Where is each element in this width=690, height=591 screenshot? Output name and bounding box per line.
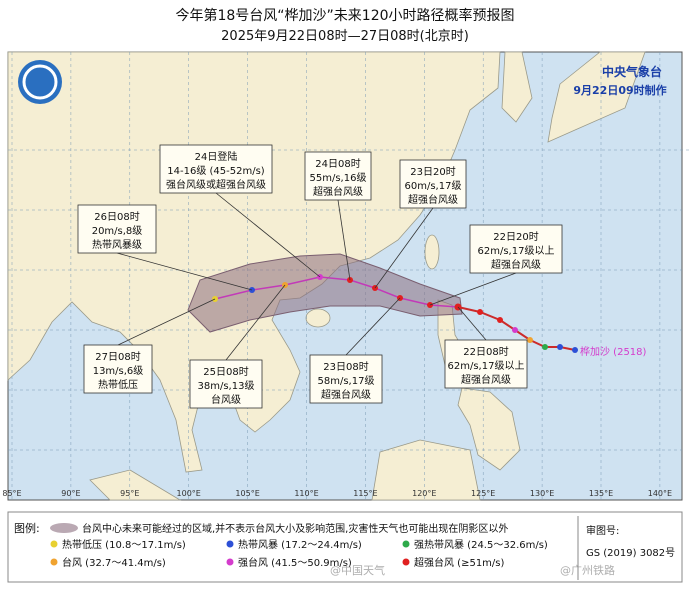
longitude-label: 120°E [412,489,436,498]
legend-area-note: 台风中心未来可能经过的区域,并不表示台风大小及影响范围,灾害性天气也可能出现在阴… [82,522,508,535]
legend-marker [50,540,58,548]
leader-line [117,298,216,346]
leader-line [374,207,434,289]
leader-line [225,284,286,361]
legend-item: 热带风暴 (17.2～24.4m/s) [238,538,362,551]
longitude-label: 100°E [177,489,201,498]
callout-text: 超强台风级 [313,185,363,198]
callout-text: 62m/s,17级以上 [448,360,525,372]
logo-ring [22,64,58,100]
legend-marker [402,558,410,566]
leader-line [429,272,517,306]
legend-heading: 图例: [14,521,40,535]
longitude-label: 115°E [353,489,377,498]
storm-label: 桦加沙 (2518) [580,345,647,358]
callout-text: 22日08时 [463,346,508,358]
leader-line [345,297,401,356]
callout-text: 23日20时 [410,166,455,178]
longitude-label: 85°E [2,489,21,498]
leader-line [457,306,487,341]
watermark: @中国天气 [330,563,385,577]
probability-area [187,253,463,333]
longitude-label: 105°E [235,489,259,498]
callout-text: 强台风级或超强台风级 [166,178,266,191]
legend-item: 超强台风 (≥51m/s) [414,556,505,569]
legend-area-swatch [50,523,78,533]
callout-text: 超强台风级 [461,373,511,386]
callout-text: 38m/s,13级 [198,380,255,392]
leader-line [337,199,351,281]
legend-item: 强台风 (41.5～50.9m/s) [238,556,352,569]
callout-text: 62m/s,17级以上 [478,245,555,257]
callout-text: 超强台风级 [491,258,541,271]
callout-box [189,359,263,409]
callout-box [309,354,383,404]
callout-box [444,339,528,389]
title: 今年第18号台风“桦加沙”未来120小时路径概率预报图 [175,7,514,24]
legend-marker [226,540,234,548]
callout-box [399,159,467,209]
agency-name: 中央气象台 [602,64,662,79]
callout-box [469,224,563,274]
callout-text: 26日08时 [94,211,139,223]
callout-text: 超强台风级 [321,388,371,401]
callout-box [304,151,372,201]
callout-box [159,144,273,194]
callout-text: 超强台风级 [408,193,458,206]
callout-text: 热带低压 [98,378,138,391]
callout-text: 24日08时 [315,158,360,170]
callout-text: 24日登陆 [195,150,238,163]
longitude-label: 125°E [471,489,495,498]
legend-box [7,511,683,583]
review-number: GS (2019) 3082号 [586,547,675,559]
callout-text: 58m/s,17级 [318,375,375,387]
callout-box [83,344,153,394]
subtitle: 2025年9月22日08时—27日08时(北京时) [221,29,469,44]
callout-text: 14-16级 (45-52m/s) [167,165,265,177]
longitude-label: 95°E [120,489,139,498]
leader-line [215,192,321,278]
longitude-label: 135°E [589,489,613,498]
legend-marker [226,558,234,566]
callout-text: 27日08时 [95,351,140,363]
legend-marker [402,540,410,548]
legend-item: 台风 (32.7～41.4m/s) [62,556,166,569]
callout-text: 23日08时 [323,361,368,373]
legend-marker [50,558,58,566]
watermark: @广州铁路 [560,564,615,577]
callout-box [77,204,157,254]
longitude-label: 110°E [294,489,318,498]
longitude-label: 140°E [648,489,672,498]
longitude-label: 130°E [530,489,554,498]
callout-text: 13m/s,6级 [93,365,144,377]
callout-text: 25日08时 [203,366,248,378]
issue-time: 9月22日09时制作 [573,83,666,97]
longitude-label: 90°E [61,489,80,498]
callout-text: 22日20时 [493,231,538,243]
review-label: 审图号: [586,524,619,537]
leader-line [116,252,253,291]
callout-text: 55m/s,16级 [310,172,367,184]
legend-item: 强热带风暴 (24.5～32.6m/s) [414,538,548,551]
callout-text: 热带风暴级 [92,238,142,251]
callout-text: 20m/s,8级 [92,225,143,237]
callout-text: 60m/s,17级 [405,180,462,192]
callout-text: 台风级 [211,393,241,406]
legend-item: 热带低压 (10.8～17.1m/s) [62,538,186,551]
